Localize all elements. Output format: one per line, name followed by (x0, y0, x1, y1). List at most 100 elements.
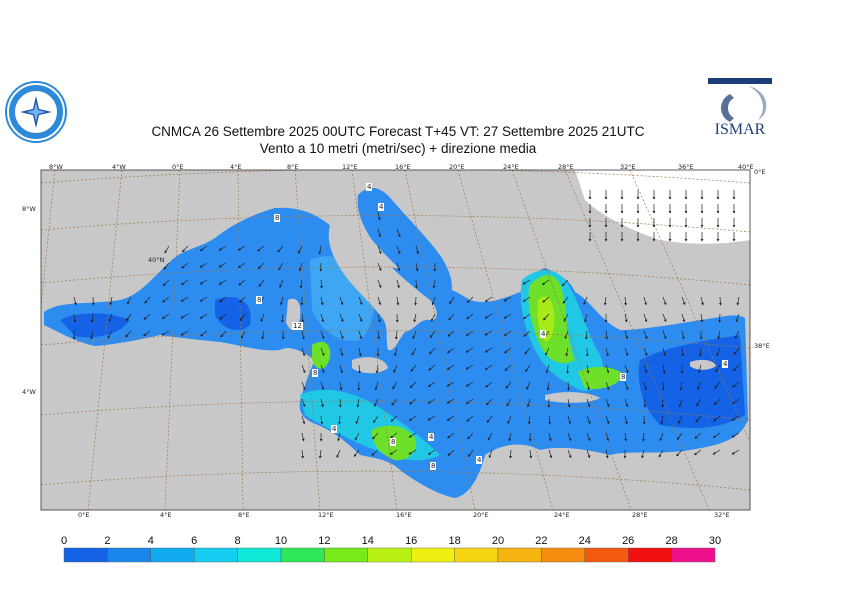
wind-arrow (643, 398, 647, 408)
wind-arrow (218, 245, 227, 251)
wind-arrow (586, 432, 591, 442)
wind-arrow (468, 449, 474, 458)
wind-arrow (415, 245, 419, 255)
right-lat-label: 38°E (754, 342, 770, 350)
wind-arrow (180, 296, 189, 302)
colorbar-swatch (63, 547, 108, 563)
wind-arrow (524, 347, 531, 355)
wind-arrow (408, 415, 417, 421)
colorbar-tick-label: 30 (709, 535, 721, 547)
wind-arrow (413, 313, 417, 323)
wind-arrow (566, 364, 570, 374)
wind-arrow (486, 415, 493, 423)
wind-arrow (681, 296, 686, 306)
wind-arrow (278, 262, 284, 271)
wind-arrow (718, 313, 721, 323)
wind-arrow (465, 347, 474, 353)
top-lon-label: 0°E (172, 163, 184, 171)
left-lat-label: 4°W (22, 388, 36, 396)
wind-arrow (261, 330, 265, 340)
top-lon-label: 24°E (503, 163, 519, 171)
wind-arrow (277, 245, 284, 253)
wind-arrow (586, 449, 591, 459)
wind-arrow (358, 313, 363, 323)
top-lon-label: 32°E (620, 163, 636, 171)
contour-label: 8 (274, 214, 281, 222)
wind-arrow (605, 364, 610, 374)
wind-arrow (624, 347, 629, 357)
wind-arrow (624, 296, 627, 306)
wind-arrow (320, 381, 325, 391)
wind-arrow (662, 296, 667, 306)
svg-text:ISMAR: ISMAR (715, 121, 766, 138)
colorbar-tick-label: 22 (535, 535, 547, 547)
wind-arrow (375, 364, 379, 374)
wind-arrow (299, 279, 303, 289)
wind-arrow (732, 381, 740, 388)
wind-arrow (487, 432, 493, 441)
wind-arrow (564, 330, 569, 340)
wind-arrow (522, 279, 531, 285)
wind-arrow (358, 347, 362, 357)
wind-arrow (643, 330, 648, 340)
wind-arrow (605, 398, 610, 408)
top-lon-label: 16°E (395, 163, 411, 171)
colorbar-tick-label: 8 (235, 535, 241, 547)
italy-peninsula (328, 224, 437, 351)
wind-arrow (735, 313, 740, 323)
wind-arrow (526, 381, 531, 390)
wind-arrow (218, 262, 227, 268)
wind-arrow (391, 398, 398, 406)
wind-arrow (428, 364, 436, 371)
wind-arrow (125, 313, 132, 322)
wind-arrow (466, 415, 474, 422)
wind-arrow (505, 381, 512, 389)
wind-arrow (567, 398, 571, 408)
wind-arrow (431, 296, 436, 306)
wind-arrow (279, 279, 284, 288)
wind-arrow (567, 381, 570, 391)
contour-label: 8 (430, 462, 437, 470)
wind-arrow (258, 279, 265, 287)
wind-arrow (731, 449, 740, 455)
wind-arrow (339, 313, 344, 323)
wind-arrow (181, 262, 189, 269)
colorbar-swatch (367, 547, 412, 563)
wind-strong-sardinia (312, 341, 331, 369)
wind-arrow (377, 262, 382, 272)
wind-arrow (430, 313, 436, 322)
wind-arrow (543, 313, 550, 321)
wind-arrow (237, 262, 246, 269)
wind-arrows (72, 190, 740, 459)
wind-arrow (484, 296, 493, 303)
top-lon-label: 4°W (112, 163, 126, 171)
wind-arrow (605, 330, 609, 340)
island-sicily (352, 357, 388, 374)
wind-arrow (338, 415, 341, 425)
wind-arrow (676, 449, 683, 457)
wind-arrow (320, 296, 324, 306)
top-lon-label: 8°E (287, 163, 299, 171)
wind-arrow (320, 330, 325, 340)
wind-arrow (336, 449, 341, 459)
bottom-lon-label: 12°E (318, 511, 334, 519)
contour-label: 4 (366, 183, 373, 191)
wind-arrow (504, 347, 512, 354)
wind-arrow (339, 296, 344, 306)
wind-arrow (377, 245, 382, 255)
wind-arrow (605, 347, 609, 357)
ismar-logo: ISMAR (708, 78, 772, 142)
wind-arrow (561, 279, 569, 287)
wind-arrow (318, 449, 322, 459)
wind-arrow (257, 262, 265, 270)
graticule (41, 170, 750, 510)
contour-label: 4 (476, 456, 483, 464)
island-crete (545, 392, 600, 403)
wind-arrow (658, 449, 664, 458)
wind-arrow (396, 228, 401, 238)
contour-label: 12 (292, 322, 303, 330)
contour-label: 4 (722, 360, 729, 368)
colorbar-tick-label: 6 (191, 535, 197, 547)
